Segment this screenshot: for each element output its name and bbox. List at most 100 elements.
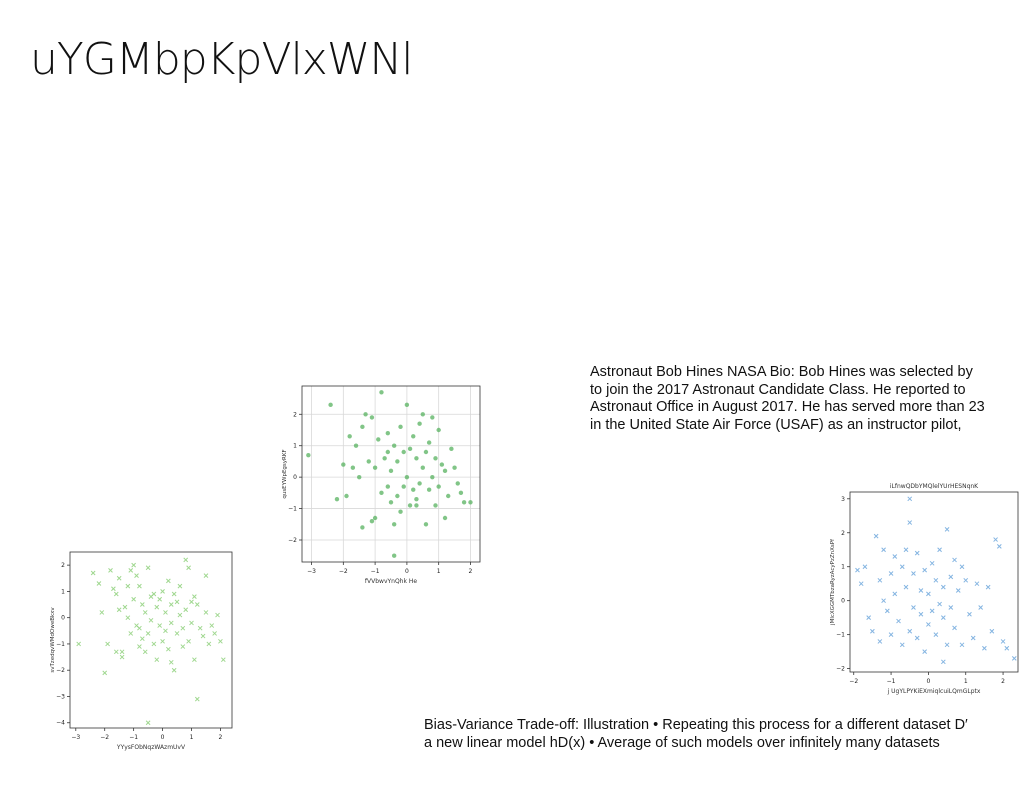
scatter-point: [145, 720, 151, 726]
y-tick-label: 1: [61, 588, 65, 595]
scatter-point: [866, 615, 872, 621]
astronaut-bio-text: Astronaut Bob Hines NASA Bio: Bob Hines …: [590, 364, 1024, 434]
scatter-point: [411, 434, 416, 439]
scatter-point: [884, 608, 890, 614]
scatter-point: [306, 452, 311, 458]
scatter-point: [194, 602, 200, 607]
scatter-point: [174, 599, 180, 605]
scatter-point: [166, 578, 171, 584]
scatter-point: [125, 615, 131, 621]
y-axis-label: jMlcXGGMTbzaRyzAcyPzZnXsPf: [830, 538, 836, 626]
x-tick-label: −2: [100, 734, 109, 741]
scatter-point: [955, 588, 961, 593]
scatter-point: [379, 490, 384, 496]
scatter-plot-svg: −3 −2 −1 0 1 2 −4 −3 −2 −1 0 1 2 YYysFObNqzWAzmUvV svT…: [50, 551, 233, 751]
bias-variance-text: Bias-Variance Trade-off: Illustration • …: [424, 717, 1024, 752]
scatter-point: [914, 635, 920, 641]
scatter-point: [388, 468, 394, 474]
scatter-point: [151, 591, 157, 597]
scatter-point: [436, 484, 441, 489]
scatter-point: [888, 571, 894, 576]
scatter-point: [446, 493, 451, 499]
y-tick-label: −2: [836, 666, 845, 673]
scatter-point: [113, 649, 119, 655]
scatter-point: [933, 577, 939, 583]
scatter-point: [174, 631, 180, 636]
y-tick-label: −2: [56, 667, 65, 674]
scatter-point: [911, 571, 916, 576]
scatter-point: [366, 459, 371, 464]
scatter-point: [899, 642, 905, 648]
bias-variance-line: Bias-Variance Trade-off: Illustration • …: [424, 717, 968, 733]
astronaut-bio-line: to join the 2017 Astronaut Candidate Cla…: [590, 381, 966, 398]
scatter-point: [142, 649, 148, 655]
scatter-point: [154, 604, 160, 610]
y-tick-label: −1: [288, 506, 297, 513]
scatter-point: [197, 625, 203, 631]
x-tick-label: −1: [371, 568, 380, 575]
x-tick-label: −3: [71, 734, 80, 741]
scatter-point: [903, 584, 909, 590]
scatter-point: [449, 446, 454, 452]
scatter-point: [76, 641, 82, 647]
scatter-point: [353, 443, 359, 448]
y-tick-label: −2: [288, 537, 297, 544]
scatter-point: [382, 456, 387, 461]
scatter-point: [458, 490, 464, 496]
scatter-point: [423, 522, 429, 527]
y-axis-label: svTzedqvWMdOweBkxv: [50, 607, 56, 673]
scatter-point: [892, 591, 898, 597]
scatter-point: [985, 584, 991, 590]
y-tick-label: 3: [841, 496, 845, 503]
scatter-point: [1004, 645, 1010, 651]
x-tick-label: 1: [964, 678, 968, 685]
scatter-point: [414, 496, 419, 502]
scatter-point: [151, 641, 157, 647]
scatter-point: [870, 628, 875, 634]
scatter-point: [163, 610, 168, 615]
scatter-point: [186, 638, 191, 644]
scatter-point: [116, 575, 122, 581]
scatter-point: [881, 598, 886, 604]
scatter-point: [911, 605, 916, 610]
scatter-point: [944, 527, 950, 532]
scatter-point: [90, 570, 96, 576]
scatter-point: [948, 574, 954, 580]
scatter-point: [420, 412, 425, 417]
scatter-point: [157, 623, 163, 628]
scatter-point: [385, 484, 391, 489]
x-tick-label: 1: [190, 734, 194, 741]
scatter-point: [177, 612, 183, 618]
scatter-point: [414, 456, 419, 461]
scatter-point: [137, 644, 142, 649]
scatter-point: [993, 537, 998, 542]
scatter-plot-green: −3 −2 −1 0 1 2 −2 −1 0 1 2 fVVbwvYnQhk He qusEYWpEgs…: [252, 380, 484, 586]
scatter-point: [989, 628, 995, 634]
scatter-point: [203, 610, 209, 615]
scatter-point: [145, 565, 151, 571]
scatter-point: [888, 632, 894, 637]
y-tick-label: −3: [56, 693, 65, 700]
x-tick-label: −2: [339, 568, 348, 575]
scatter-plot-svg: −2 −1 0 1 2 −2 −1 0 1 2 3 j UgYLPYKiEXmiqlcuiLQmGLp…: [830, 483, 1019, 695]
scatter-point: [131, 596, 136, 602]
scatter-point: [194, 696, 200, 702]
scatter-point: [192, 594, 197, 600]
plot-frame: [301, 385, 481, 563]
scatter-point: [926, 622, 931, 627]
scatter-point: [959, 564, 965, 570]
scatter-point: [145, 631, 151, 636]
astronaut-bio-line: Astronaut Office in August 2017. He has …: [590, 399, 985, 415]
scatter-point: [959, 642, 965, 648]
scatter-point: [379, 390, 384, 395]
scatter-point: [334, 496, 340, 502]
y-tick-label: 2: [293, 411, 297, 418]
scatter-point: [154, 657, 160, 663]
x-tick-label: 0: [926, 678, 930, 685]
scatter-point: [116, 607, 122, 613]
scatter-point: [430, 474, 435, 480]
x-axis-label: fVVbwvYnQhk He: [365, 578, 417, 585]
scatter-point: [357, 474, 362, 480]
scatter-point: [209, 623, 215, 628]
x-tick-label: −1: [887, 678, 896, 685]
